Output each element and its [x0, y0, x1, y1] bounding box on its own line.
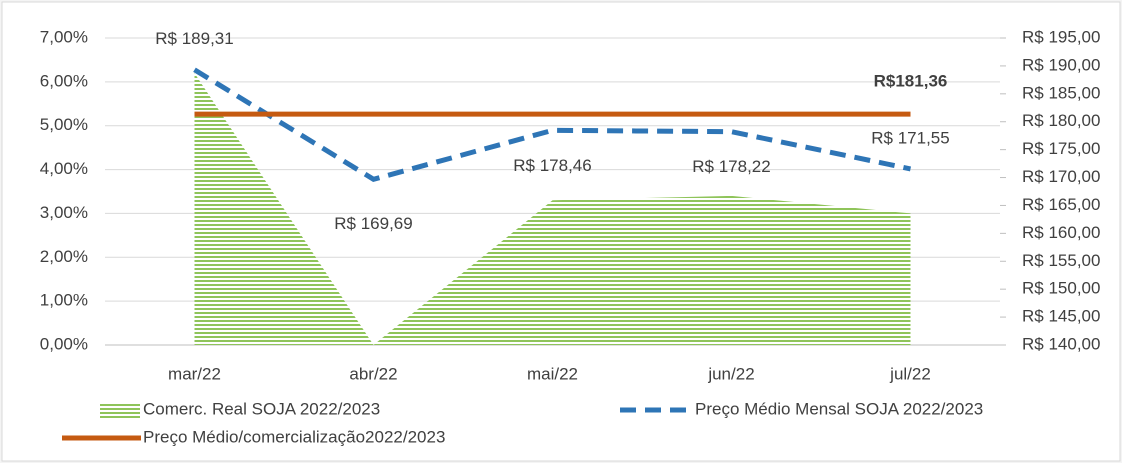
y-tick-label: 1,00%: [40, 291, 88, 310]
y-tick-label: 3,00%: [40, 203, 88, 222]
x-tick-label: jun/22: [707, 364, 754, 383]
data-label: R$ 189,31: [155, 29, 233, 48]
legend-label: Preço Médio/comercialização2022/2023: [143, 427, 445, 446]
legend-label: Comerc. Real SOJA 2022/2023: [143, 399, 380, 418]
y2-tick-label: R$ 160,00: [1022, 223, 1100, 242]
y2-tick-label: R$ 165,00: [1022, 195, 1100, 214]
x-tick-label: abr/22: [349, 364, 397, 383]
y-tick-label: 0,00%: [40, 334, 88, 353]
y2-tick-label: R$ 180,00: [1022, 111, 1100, 130]
x-tick-label: mar/22: [168, 364, 221, 383]
y2-tick-label: R$ 185,00: [1022, 83, 1100, 102]
y2-tick-label: R$ 145,00: [1022, 307, 1100, 326]
price-line: [193, 67, 912, 182]
area: [194, 73, 911, 345]
y2-tick-label: R$ 170,00: [1022, 167, 1100, 186]
y2-tick-label: R$ 155,00: [1022, 251, 1100, 270]
y2-tick-label: R$ 195,00: [1022, 27, 1100, 46]
data-label: R$ 171,55: [871, 128, 949, 147]
x-tick-label: mai/22: [527, 364, 578, 383]
y-tick-label: 6,00%: [40, 71, 88, 90]
data-label: R$181,36: [874, 72, 948, 91]
legend-label: Preço Médio Mensal SOJA 2022/2023: [695, 399, 983, 418]
y2-tick-label: R$ 150,00: [1022, 279, 1100, 298]
y-tick-label: 7,00%: [40, 27, 88, 46]
y-tick-label: 5,00%: [40, 115, 88, 134]
data-label: R$ 178,22: [692, 157, 770, 176]
legend-swatch: [100, 402, 140, 418]
data-label: R$ 169,69: [334, 214, 412, 233]
x-tick-label: jul/22: [889, 364, 931, 383]
data-label: R$ 178,46: [513, 156, 591, 175]
y-tick-label: 2,00%: [40, 247, 88, 266]
y2-tick-label: R$ 175,00: [1022, 139, 1100, 158]
y2-tick-label: R$ 140,00: [1022, 334, 1100, 353]
y-tick-label: 4,00%: [40, 159, 88, 178]
y2-tick-label: R$ 190,00: [1022, 55, 1100, 74]
